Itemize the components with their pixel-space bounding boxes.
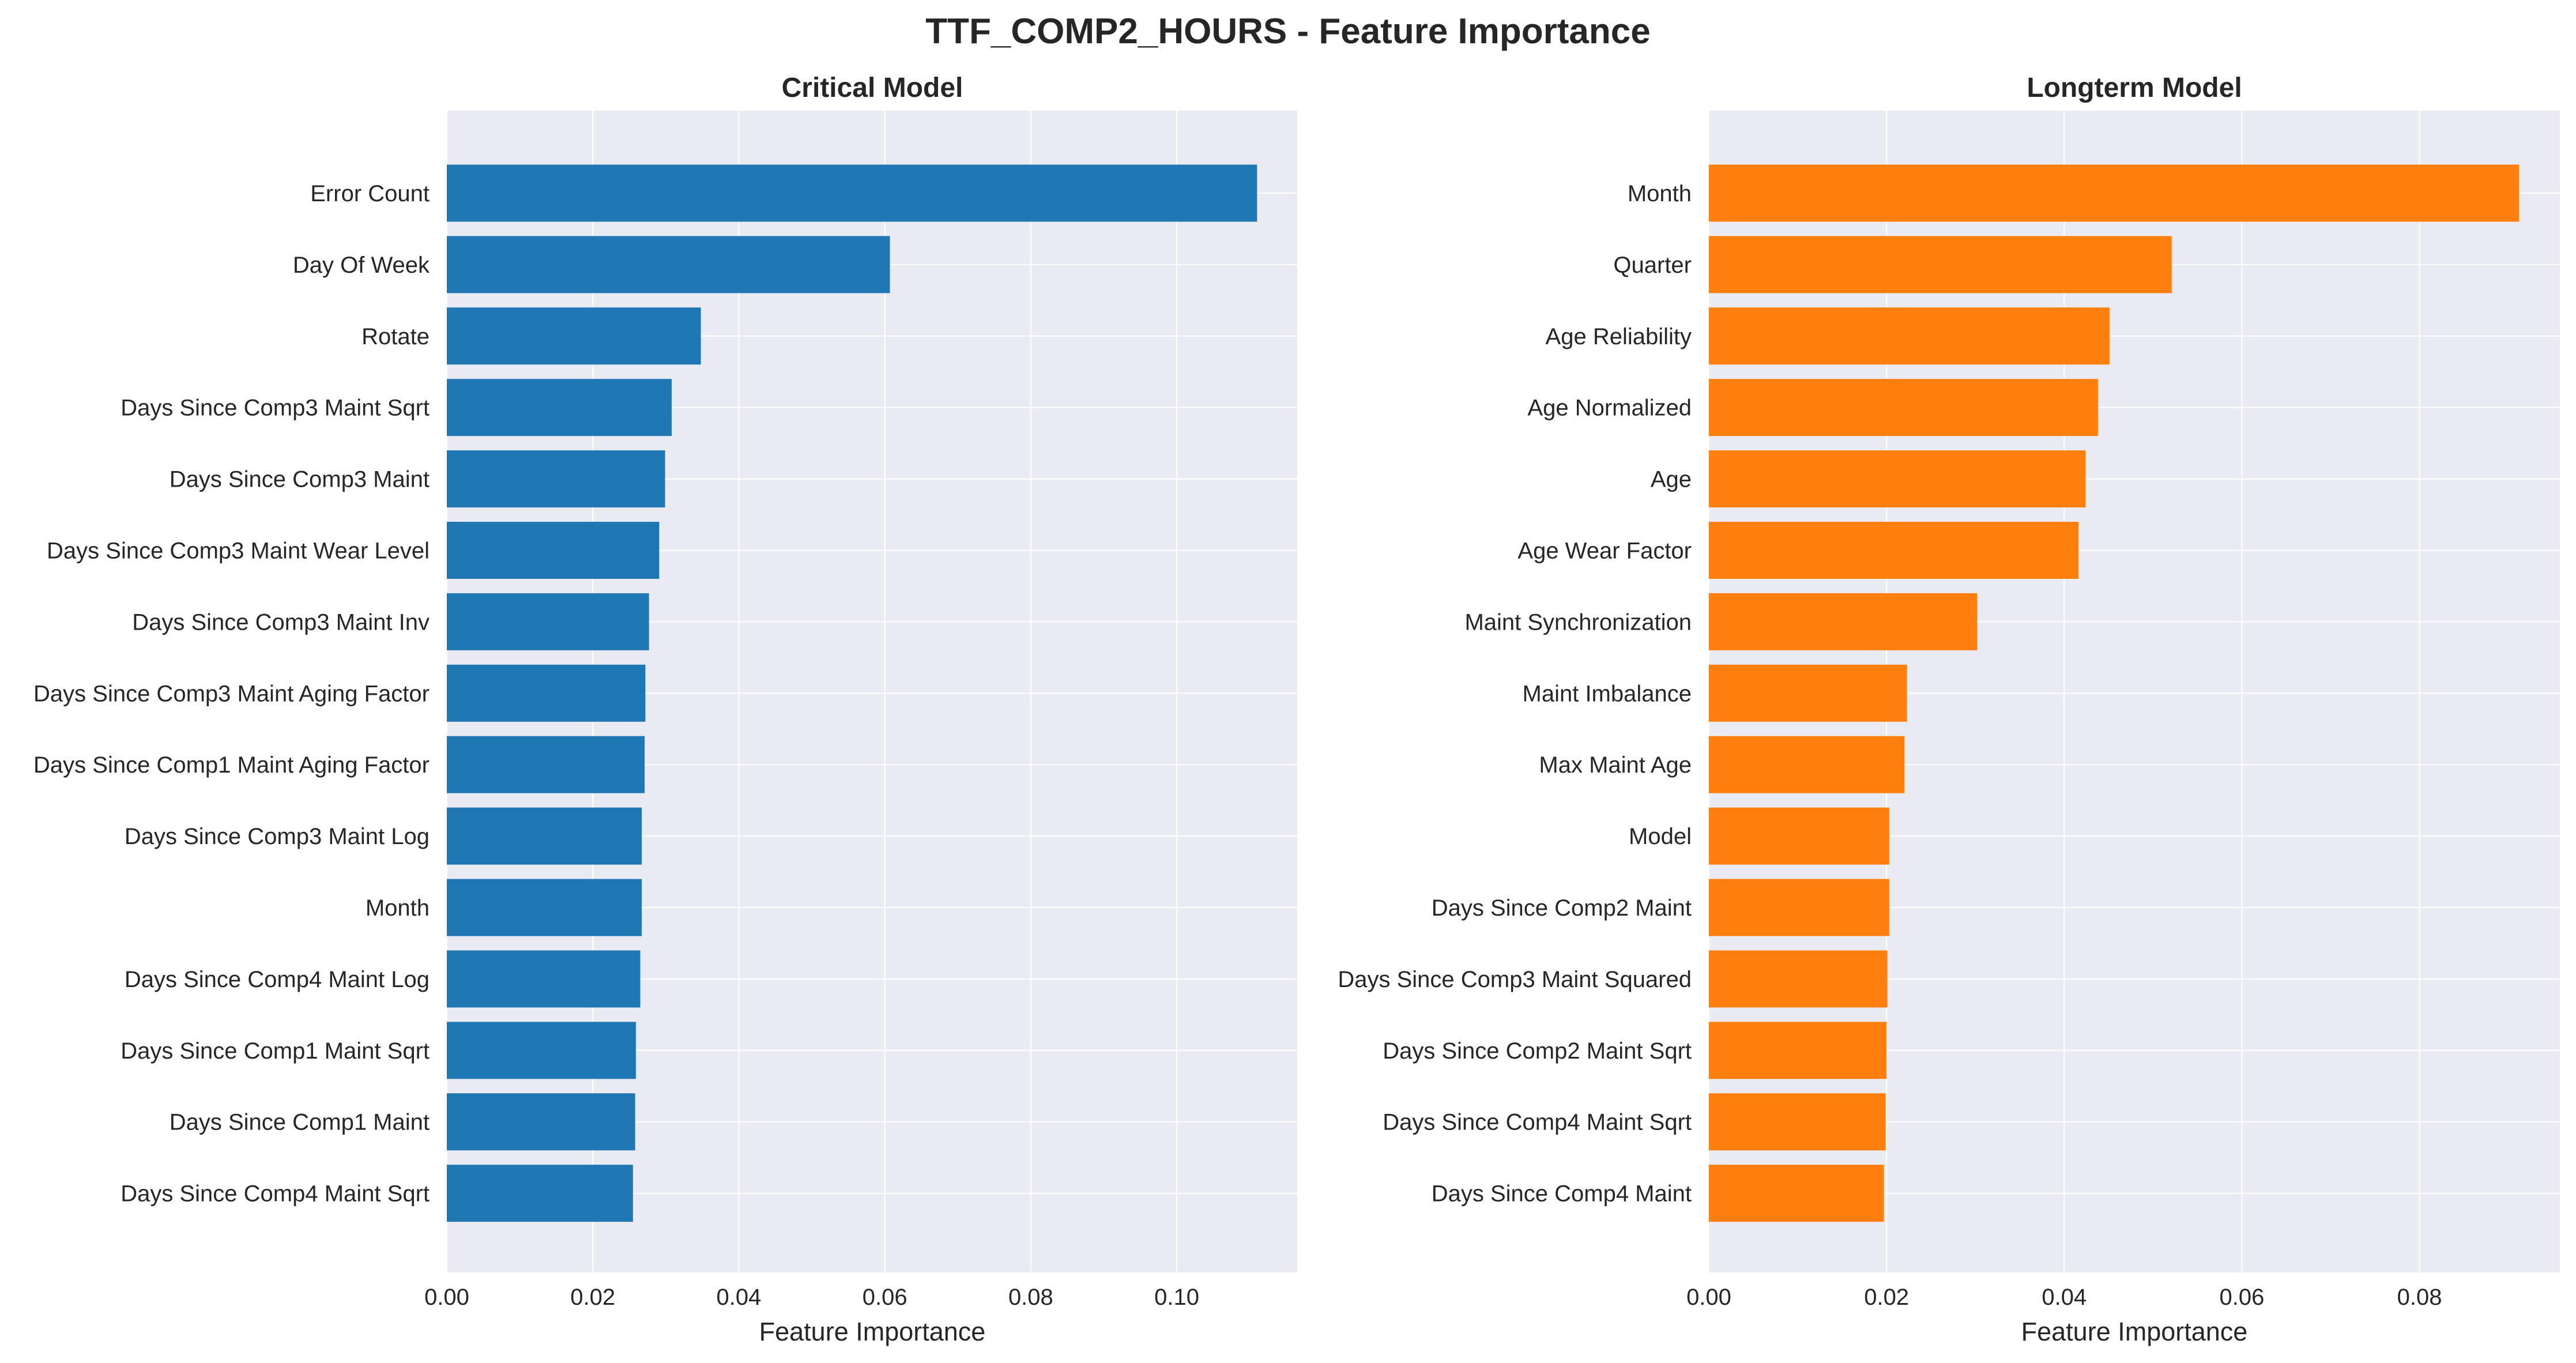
critical-model-y-tick-label: Days Since Comp3 Maint Log: [125, 824, 430, 849]
longterm-model-bar: [1709, 450, 2086, 508]
critical-model-y-tick-label: Days Since Comp3 Maint Aging Factor: [33, 681, 430, 706]
longterm-model-title: Longterm Model: [2027, 73, 2242, 103]
critical-model-y-tick-labels: Error Count Day Of Week Rotate Days Since C…: [33, 181, 430, 1207]
longterm-model-panel: Longterm Model Month Quarter Age Reliabili…: [1338, 73, 2560, 1346]
longterm-model-y-tick-label: Max Maint Age: [1539, 752, 1692, 778]
critical-model-x-tick-label: 0.00: [424, 1285, 469, 1310]
critical-model-bar: [447, 950, 641, 1008]
longterm-model-x-tick-label: 0.08: [2397, 1285, 2442, 1310]
longterm-model-y-tick-label: Age Wear Factor: [1517, 539, 1692, 564]
critical-model-y-tick-label: Days Since Comp3 Maint Wear Level: [47, 539, 430, 564]
longterm-model-bars: [1709, 164, 2519, 1222]
longterm-model-x-axis-label: Feature Importance: [2021, 1317, 2248, 1346]
critical-model-x-tick-label: 0.06: [863, 1285, 907, 1310]
longterm-model-y-tick-labels: Month Quarter Age Reliability Age Normalize…: [1338, 181, 1692, 1207]
critical-model-bar: [447, 164, 1257, 222]
critical-model-y-tick-label: Error Count: [310, 181, 430, 206]
critical-model-y-tick-label: Days Since Comp4 Maint Sqrt: [120, 1181, 430, 1207]
longterm-model-bar: [1709, 1165, 1884, 1222]
critical-model-bar: [447, 379, 672, 436]
longterm-model-y-tick-label: Days Since Comp2 Maint: [1432, 895, 1692, 921]
critical-model-title: Critical Model: [782, 73, 963, 103]
longterm-model-y-tick-label: Model: [1629, 824, 1692, 849]
longterm-model-y-tick-label: Maint Synchronization: [1464, 609, 1692, 635]
figure-suptitle: TTF_COMP2_HOURS - Feature Importance: [925, 12, 1650, 51]
longterm-model-bar: [1709, 950, 1888, 1008]
longterm-model-bar: [1709, 1093, 1886, 1151]
longterm-model-y-tick-label: Age: [1651, 467, 1692, 492]
longterm-model-bar: [1709, 736, 1904, 793]
critical-model-x-tick-labels: 0.00 0.02 0.04 0.06 0.08 0.10: [424, 1285, 1199, 1310]
longterm-model-bar: [1709, 1022, 1887, 1079]
critical-model-x-axis-label: Feature Importance: [759, 1317, 986, 1346]
critical-model-y-tick-label: Days Since Comp1 Maint: [170, 1110, 430, 1135]
critical-model-bar: [447, 1093, 635, 1151]
critical-model-x-tick-label: 0.04: [717, 1285, 762, 1310]
longterm-model-y-tick-label: Days Since Comp3 Maint Squared: [1338, 967, 1692, 992]
critical-model-bar: [447, 736, 645, 793]
critical-model-bars: [447, 164, 1257, 1222]
longterm-model-bar: [1709, 307, 2110, 365]
longterm-model-x-tick-labels: 0.00 0.02 0.04 0.06 0.08: [1686, 1285, 2442, 1310]
critical-model-bar: [447, 593, 649, 650]
longterm-model-y-tick-label: Month: [1628, 181, 1692, 206]
longterm-model-bar: [1709, 379, 2098, 436]
longterm-model-y-tick-label: Days Since Comp2 Maint Sqrt: [1383, 1038, 1692, 1064]
longterm-model-bar: [1709, 164, 2519, 222]
longterm-model-bar: [1709, 522, 2078, 579]
longterm-model-y-tick-label: Days Since Comp4 Maint Sqrt: [1383, 1110, 1692, 1135]
critical-model-y-tick-label: Days Since Comp1 Maint Aging Factor: [33, 752, 430, 778]
critical-model-bar: [447, 236, 890, 293]
critical-model-y-tick-label: Day Of Week: [293, 253, 430, 278]
longterm-model-x-tick-label: 0.06: [2219, 1285, 2264, 1310]
critical-model-bar: [447, 879, 642, 936]
longterm-model-x-tick-label: 0.00: [1686, 1285, 1731, 1310]
critical-model-y-tick-label: Month: [366, 895, 430, 921]
longterm-model-x-tick-label: 0.02: [1864, 1285, 1909, 1310]
critical-model-bar: [447, 1165, 633, 1222]
critical-model-y-tick-label: Days Since Comp3 Maint: [170, 467, 430, 492]
longterm-model-bar: [1709, 807, 1889, 865]
critical-model-y-tick-label: Days Since Comp4 Maint Log: [125, 967, 430, 992]
critical-model-bar: [447, 307, 701, 365]
critical-model-panel: Critical Model Error Count Day Of Week Rot…: [33, 73, 1297, 1346]
longterm-model-y-tick-label: Maint Imbalance: [1523, 681, 1692, 706]
critical-model-y-tick-label: Rotate: [361, 324, 430, 349]
longterm-model-x-tick-label: 0.04: [2042, 1285, 2087, 1310]
longterm-model-bar: [1709, 236, 2172, 293]
longterm-model-y-tick-label: Days Since Comp4 Maint: [1432, 1181, 1692, 1207]
critical-model-y-tick-label: Days Since Comp3 Maint Sqrt: [120, 396, 430, 421]
critical-model-y-tick-label: Days Since Comp3 Maint Inv: [132, 609, 430, 635]
longterm-model-y-tick-label: Quarter: [1613, 253, 1692, 278]
longterm-model-bar: [1709, 664, 1907, 722]
critical-model-bar: [447, 664, 646, 722]
longterm-model-y-tick-label: Age Normalized: [1527, 396, 1692, 421]
longterm-model-bar: [1709, 593, 1978, 650]
critical-model-x-tick-label: 0.10: [1154, 1285, 1199, 1310]
critical-model-bar: [447, 1022, 636, 1079]
critical-model-bar: [447, 522, 660, 579]
critical-model-x-tick-label: 0.02: [570, 1285, 615, 1310]
critical-model-bar: [447, 807, 642, 865]
critical-model-bar: [447, 450, 665, 508]
longterm-model-y-tick-label: Age Reliability: [1546, 324, 1692, 349]
critical-model-y-tick-label: Days Since Comp1 Maint Sqrt: [120, 1038, 430, 1064]
longterm-model-bar: [1709, 879, 1889, 936]
critical-model-x-tick-label: 0.08: [1008, 1285, 1053, 1310]
